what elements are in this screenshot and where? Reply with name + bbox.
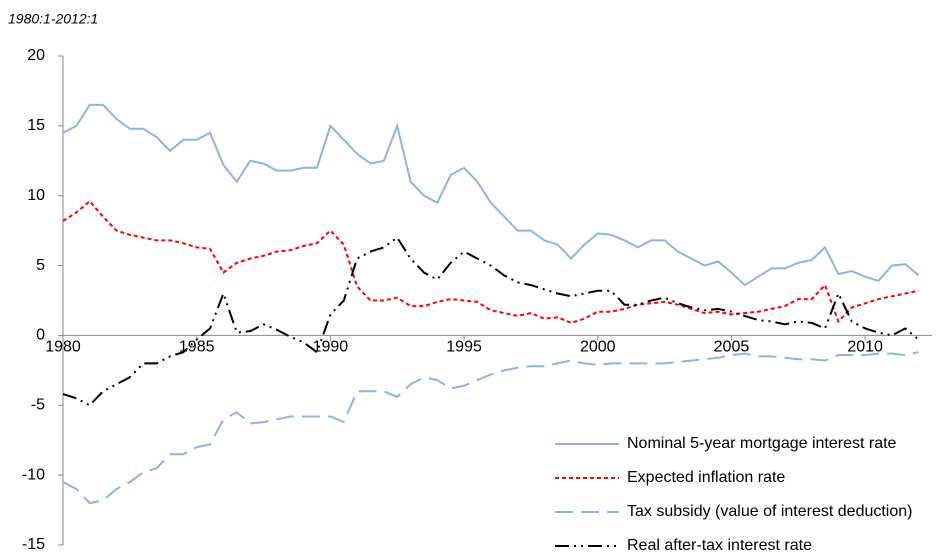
chart-subtitle: 1980:1-2012:1 [8, 11, 98, 27]
x-tick-label: 2000 [580, 339, 616, 356]
x-tick-label: 1995 [446, 339, 482, 356]
y-tick-label: -10 [22, 466, 45, 483]
series-line [62, 199, 919, 324]
x-tick-label: 2010 [847, 339, 883, 356]
y-tick-label: -5 [31, 397, 45, 414]
x-tick-label: 1985 [179, 339, 215, 356]
x-tick-label: 2005 [714, 339, 750, 356]
y-tick-label: 20 [27, 47, 45, 64]
x-tick-label: 1980 [45, 339, 81, 356]
y-tick-label: -15 [22, 536, 45, 553]
x-tick-label: 1990 [313, 339, 349, 356]
y-tick-label: 0 [36, 327, 45, 344]
y-tick-label: 5 [36, 257, 45, 274]
series-line [62, 236, 920, 407]
series-line [62, 103, 920, 287]
legend-label: Nominal 5-year mortgage interest rate [627, 435, 897, 452]
legend-label: Tax subsidy (value of interest deduction… [627, 503, 912, 520]
series-line [62, 351, 919, 505]
y-tick-label: 15 [27, 117, 45, 134]
legend-label: Real after-tax interest rate [627, 537, 812, 554]
legend-label: Expected inflation rate [627, 469, 785, 486]
y-tick-label: 10 [27, 187, 45, 204]
